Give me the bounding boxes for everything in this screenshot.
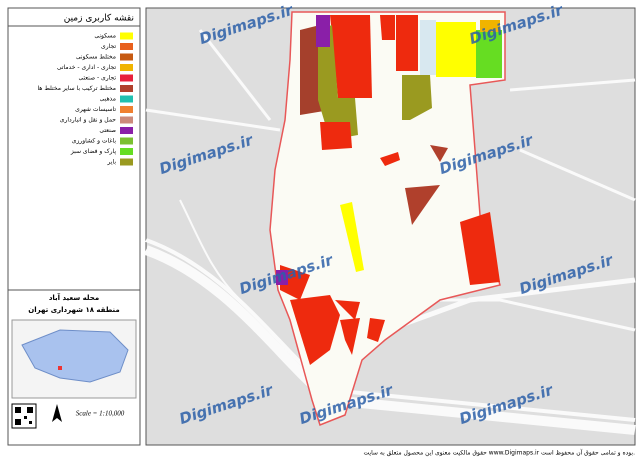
legend-label: تاسیسات شهری [75,106,116,113]
legend-label: صنعتی [99,127,116,134]
qr-pattern [15,407,33,425]
legend-swatch [120,148,133,155]
legend-swatch [120,53,133,61]
footer: حقوق مالکیت معنوی این محصول متعلق به سای… [364,448,636,457]
legend: مسکونی تجاری مختلط مسکونی تجاری - اداری - خ… [37,32,133,166]
location-marker [58,366,62,370]
north-arrow [52,404,62,422]
legend-label: تجاری - صنعتی [78,75,116,82]
legend-label: مذهبی [100,96,116,103]
legend-label: مسکونی [94,33,116,40]
legend-label: باغات و کشاورزی [72,138,117,145]
legend-swatch [120,74,133,82]
legend-swatch [120,137,133,145]
legend-swatch [120,64,133,71]
legend-label: پارک و فضای سبز [70,147,116,155]
legend-label: مختلط ترکیب با سایر مختلط ها [37,85,116,92]
scale: Scale = 1:10,000 [76,410,125,418]
legend-swatch [120,116,133,124]
legend-label: حمل و نقل و انبارداری [60,117,116,124]
legend-label: تجاری - اداری - خدماتی [57,64,116,71]
legend-swatch [120,43,133,50]
legend-label: بایر [107,159,117,166]
district-name: منطقه ۱۸ شهرداری تهران [28,306,119,314]
legend-swatch [120,95,133,103]
legend-label: تجاری [101,43,116,50]
legend-swatch [120,85,133,92]
legend-swatch [120,32,133,40]
legend-label: مختلط مسکونی [76,54,116,61]
legend-swatch [120,127,133,134]
neighborhood-name: محله سعید آباد [49,293,99,302]
legend-swatch [120,158,133,166]
land-use-parcels [276,15,502,365]
city-outline [21,329,129,383]
legend-swatch [120,106,133,113]
legend-title: نقشه کاربری زمین [64,14,134,24]
